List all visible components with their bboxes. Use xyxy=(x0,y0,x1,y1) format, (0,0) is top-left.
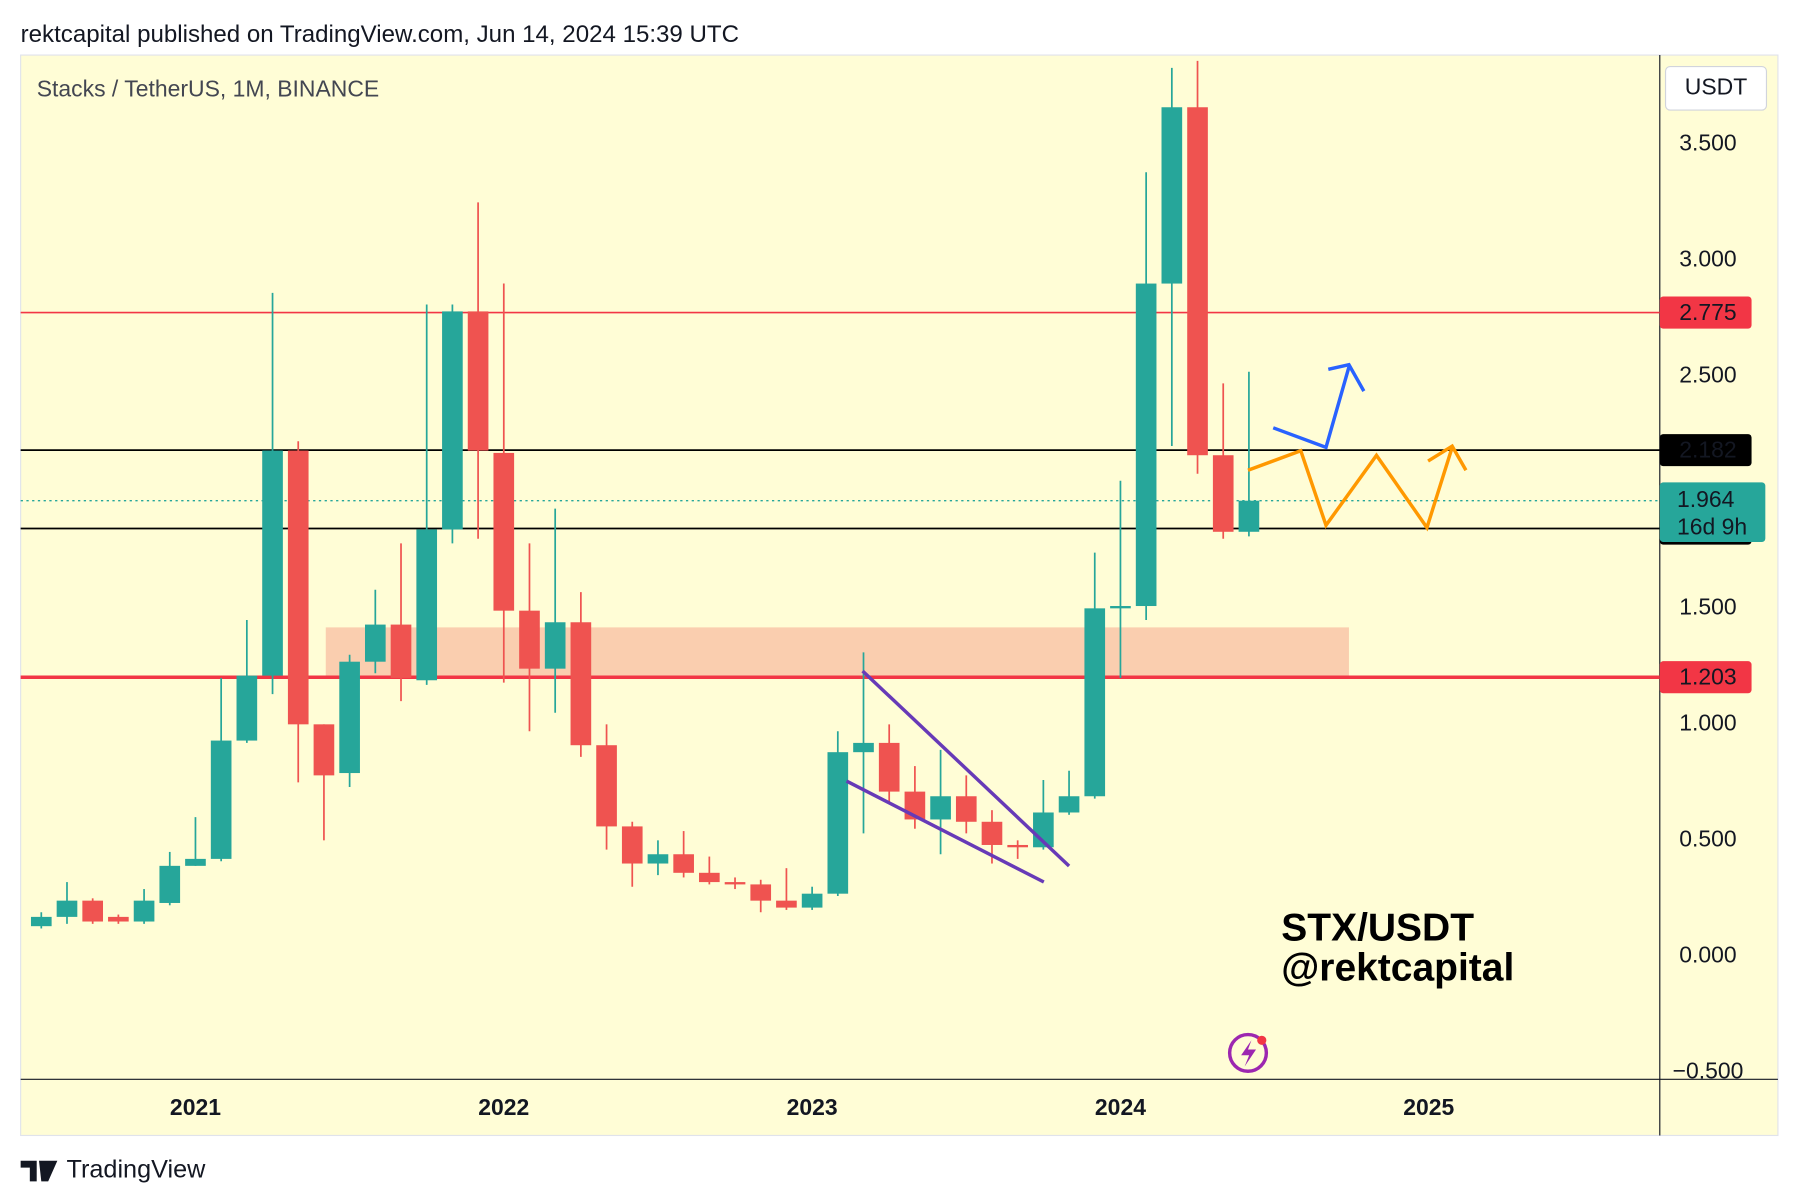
y-tick-label: 2.500 xyxy=(1679,361,1736,387)
candle-body xyxy=(801,893,823,908)
candle-body xyxy=(1212,455,1234,532)
wedge-line xyxy=(861,669,1071,868)
orange-arrowhead xyxy=(1427,443,1468,472)
candle-body xyxy=(776,900,797,908)
candle-body xyxy=(442,311,463,530)
candle-body xyxy=(827,752,849,894)
candle-body xyxy=(493,452,515,611)
candle-body xyxy=(210,740,232,859)
candle-body xyxy=(621,826,643,864)
countdown-label: 16d 9h xyxy=(1677,513,1747,539)
x-tick-label: 2021 xyxy=(170,1094,221,1120)
candle-body xyxy=(724,882,746,885)
currency-label[interactable]: USDT xyxy=(1685,73,1747,99)
y-tick-label: 3.500 xyxy=(1679,129,1736,155)
chart-frame xyxy=(20,54,1779,1137)
candle-body xyxy=(955,796,977,822)
candle-body xyxy=(878,742,900,792)
candle-body xyxy=(185,858,206,866)
footer: TradingView xyxy=(67,1156,207,1184)
level-label: 2.182 xyxy=(1679,436,1736,462)
x-tick-label: 2024 xyxy=(1095,1094,1146,1120)
candle-body xyxy=(544,622,566,669)
level-label: 1.203 xyxy=(1679,663,1736,689)
candle-body xyxy=(416,529,438,681)
candle-body xyxy=(699,872,720,883)
y-tick-label: 3.000 xyxy=(1679,245,1736,271)
y-tick-label: 0.500 xyxy=(1679,825,1736,851)
candle-body xyxy=(133,900,155,922)
x-tick-label: 2022 xyxy=(478,1094,529,1120)
candle-body xyxy=(287,450,309,725)
candle-body xyxy=(853,742,874,753)
blue-arrowhead xyxy=(1327,362,1366,392)
candle-body xyxy=(1084,608,1106,797)
y-tick-label: 1.000 xyxy=(1679,709,1736,735)
logo-icon xyxy=(1227,1032,1269,1073)
candle-body xyxy=(647,854,669,864)
candle-body xyxy=(1110,606,1131,609)
last-price-box xyxy=(1659,482,1766,542)
candle-body xyxy=(262,450,283,676)
candle-body xyxy=(364,624,386,662)
header: rektcapital published on TradingView.com… xyxy=(21,21,739,48)
candle-body xyxy=(82,900,104,922)
candle-body xyxy=(519,610,540,669)
level-label-box xyxy=(1659,296,1752,329)
y-tick-label: 0.000 xyxy=(1679,941,1736,967)
orange-path xyxy=(1247,446,1454,532)
candle-body xyxy=(1187,107,1208,456)
watermark: @rektcapital xyxy=(1281,947,1514,990)
drawings xyxy=(845,362,1468,884)
candle-body xyxy=(159,865,181,903)
level-label-box xyxy=(1659,661,1752,694)
candle-body xyxy=(339,661,360,774)
candle-body xyxy=(1007,844,1028,848)
candle-body xyxy=(981,821,1003,845)
currency-button[interactable] xyxy=(1664,65,1768,111)
y-tick-label: −0.500 xyxy=(1673,1057,1744,1083)
tv-logo xyxy=(20,1160,58,1182)
level-label: 2.775 xyxy=(1679,299,1736,325)
x-tick-label: 2023 xyxy=(787,1094,838,1120)
candle-body xyxy=(30,916,52,927)
zone xyxy=(325,627,1349,677)
watermark: STX/USDT xyxy=(1281,906,1474,949)
symbol-title: Stacks / TetherUS, 1M, BINANCE xyxy=(37,76,380,102)
wedge-line xyxy=(845,779,1045,884)
candle-body xyxy=(1238,500,1260,532)
candle-body xyxy=(313,724,335,776)
candle-body xyxy=(108,916,129,922)
candle-body xyxy=(673,854,694,873)
candle-body xyxy=(1058,796,1080,813)
candle-body xyxy=(236,675,258,741)
y-tick-label: 1.500 xyxy=(1679,593,1736,619)
candle-body xyxy=(930,796,951,820)
candle-body xyxy=(570,622,592,746)
candle-body xyxy=(467,311,489,451)
level-label-box xyxy=(1659,434,1752,467)
candle-body xyxy=(750,884,772,901)
candle-body xyxy=(390,624,412,678)
x-tick-label: 2025 xyxy=(1403,1094,1454,1120)
candle-body xyxy=(1161,107,1183,284)
candle-body xyxy=(596,745,617,827)
candle-body xyxy=(1135,283,1157,607)
last-price-label: 1.964 xyxy=(1677,486,1735,512)
blue-arrow xyxy=(1272,366,1351,450)
candle-body xyxy=(56,900,78,917)
